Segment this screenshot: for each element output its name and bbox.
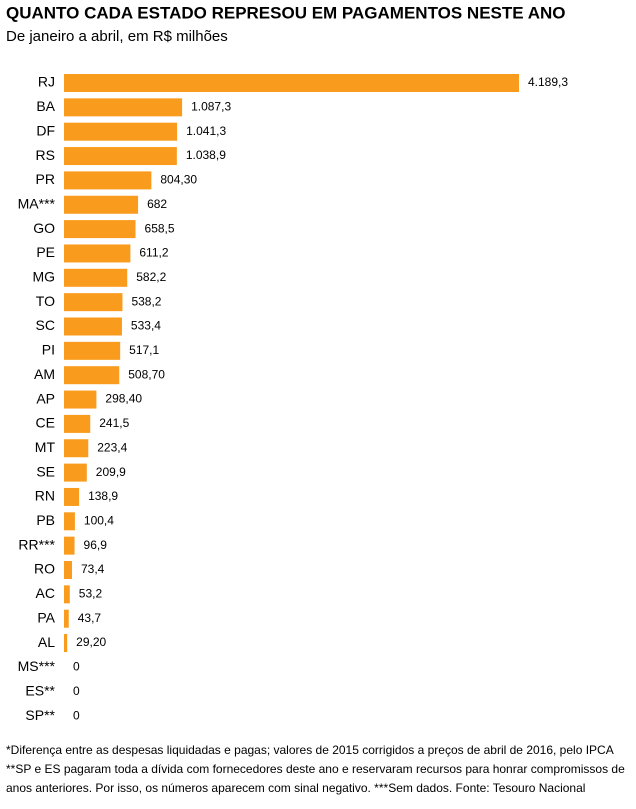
bar: [64, 487, 80, 506]
value-label: 29,20: [76, 635, 106, 649]
value-label: 0: [73, 708, 80, 722]
category-label: RO: [34, 561, 55, 577]
category-label: MG: [32, 269, 55, 285]
category-label: AP: [36, 390, 55, 406]
value-label: 96,9: [84, 538, 108, 552]
value-label: 138,9: [88, 489, 118, 503]
bar: [64, 171, 152, 190]
bar: [64, 390, 97, 409]
value-label: 508,70: [128, 367, 165, 381]
bar: [64, 561, 72, 579]
category-label: AC: [36, 585, 55, 601]
value-label: 209,9: [96, 465, 126, 479]
value-label: 682: [147, 197, 167, 211]
value-label: 0: [73, 684, 80, 698]
value-label: 611,2: [139, 246, 168, 260]
value-label: 1.038,9: [186, 148, 226, 162]
value-label: 223,4: [97, 440, 127, 454]
category-label: MA***: [18, 195, 56, 211]
bar: [64, 74, 519, 92]
value-label: 517,1: [129, 343, 159, 357]
footnote: *Diferença entre as despesas liquidadas …: [6, 743, 625, 795]
bar: [64, 414, 91, 433]
bar: [64, 536, 75, 555]
bar: [64, 463, 87, 482]
bar: [64, 439, 89, 458]
category-label: MT: [35, 439, 56, 455]
category-label: GO: [33, 220, 55, 236]
bar: [64, 220, 136, 239]
value-label: 538,2: [131, 294, 161, 308]
chart: QUANTO CADA ESTADO REPRESOU EM PAGAMENTO…: [6, 3, 568, 723]
value-label: 4.189,3: [528, 75, 568, 89]
category-label: AM: [34, 366, 55, 382]
bar: [64, 634, 68, 653]
value-label: 73,4: [81, 562, 105, 576]
category-label: RS: [36, 147, 55, 163]
category-label: SE: [36, 463, 55, 479]
bar: [64, 244, 131, 263]
value-label: 1.041,3: [186, 124, 226, 138]
category-label: MS***: [18, 658, 56, 674]
category-label: PB: [36, 512, 55, 528]
bar: [64, 195, 139, 214]
category-label: CE: [36, 415, 55, 431]
bar: [64, 122, 178, 141]
bar: [64, 147, 177, 166]
category-label: RR***: [18, 536, 55, 552]
chart-title: QUANTO CADA ESTADO REPRESOU EM PAGAMENTO…: [6, 3, 565, 22]
value-label: 53,2: [79, 587, 103, 601]
category-label: BA: [36, 98, 55, 114]
category-label: PA: [37, 609, 55, 625]
value-label: 804,30: [160, 173, 197, 187]
category-label: PE: [36, 244, 55, 260]
value-label: 100,4: [84, 513, 114, 527]
category-label: SC: [36, 317, 55, 333]
chart-subtitle: De janeiro a abril, em R$ milhões: [6, 28, 228, 45]
bar: [64, 585, 70, 604]
bar: [64, 609, 69, 628]
value-label: 298,40: [105, 392, 142, 406]
category-label: PI: [42, 342, 55, 358]
category-label: TO: [36, 293, 55, 309]
category-label: DF: [36, 122, 55, 138]
bar: [64, 341, 121, 360]
category-label: PR: [36, 171, 55, 187]
bar: [64, 98, 183, 117]
bar: [64, 293, 123, 312]
value-label: 1.087,3: [191, 100, 231, 114]
value-label: 43,7: [78, 611, 102, 625]
category-label: AL: [38, 634, 55, 650]
bar: [64, 512, 75, 531]
value-label: 533,4: [131, 319, 161, 333]
category-label: RN: [35, 488, 55, 504]
bar: [64, 317, 122, 336]
category-label: ES**: [25, 682, 55, 698]
bar: [64, 366, 120, 385]
value-label: 582,2: [136, 270, 166, 284]
category-label: SP**: [25, 707, 55, 723]
value-label: 0: [73, 660, 80, 674]
category-label: RJ: [38, 74, 55, 90]
value-label: 658,5: [145, 221, 175, 235]
value-label: 241,5: [99, 416, 129, 430]
bar: [64, 268, 128, 287]
